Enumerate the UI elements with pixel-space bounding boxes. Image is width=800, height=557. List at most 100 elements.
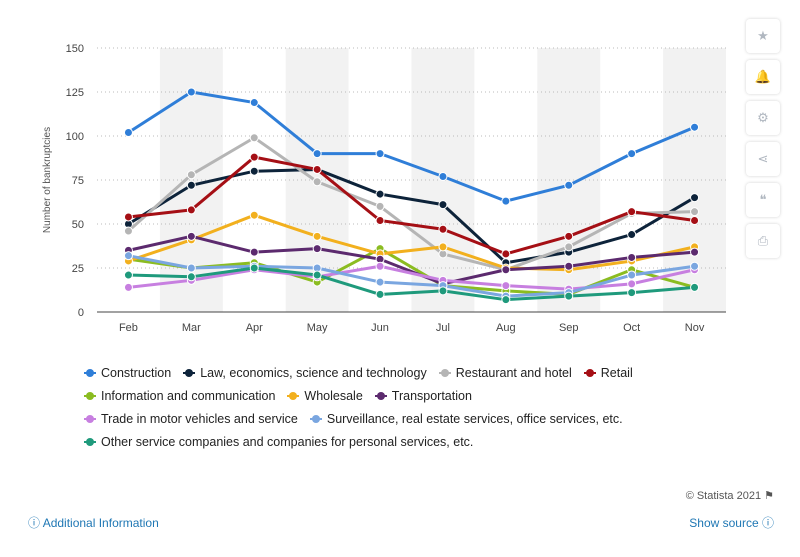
x-tick-label: Apr xyxy=(246,322,263,334)
data-point xyxy=(627,252,637,262)
legend-item[interactable]: Information and communication xyxy=(84,389,275,403)
legend-item[interactable]: Retail xyxy=(583,366,633,380)
data-point xyxy=(564,231,574,241)
show-source-label: Show source xyxy=(689,516,759,530)
legend-label: Restaurant and hotel xyxy=(455,365,572,380)
bell-icon[interactable]: 🔔 xyxy=(746,60,780,94)
flag-icon: ⚑ xyxy=(764,490,774,502)
x-tick-label: Aug xyxy=(496,322,516,334)
share-icon[interactable]: ⋖ xyxy=(746,142,780,176)
data-point xyxy=(627,230,637,240)
series-line xyxy=(128,254,695,298)
statista-credit: © Statista 2021 ⚑ xyxy=(686,489,774,502)
star-icon[interactable]: ★ xyxy=(746,19,780,53)
data-point xyxy=(690,261,700,271)
data-point xyxy=(501,196,511,206)
series-line xyxy=(128,234,695,286)
data-point xyxy=(123,282,133,292)
quote-icon[interactable]: ❝ xyxy=(746,183,780,217)
legend-label: Transportation xyxy=(391,388,472,403)
data-point xyxy=(249,210,259,220)
data-point xyxy=(690,193,700,203)
data-point xyxy=(375,189,385,199)
data-point xyxy=(564,180,574,190)
legend-symbol xyxy=(438,367,451,379)
legend-item[interactable]: Wholesale xyxy=(287,388,363,403)
data-point xyxy=(438,200,448,210)
legend-symbol xyxy=(84,436,96,448)
info-icon: ⓘ xyxy=(28,516,41,530)
series-line xyxy=(128,266,695,302)
data-point xyxy=(627,288,637,298)
series-line xyxy=(128,155,695,256)
data-point xyxy=(690,122,700,132)
legend-item[interactable]: Construction xyxy=(84,366,171,380)
data-point xyxy=(312,231,322,241)
data-point xyxy=(627,207,637,217)
data-point xyxy=(123,251,133,261)
data-point xyxy=(186,272,196,282)
legend-symbol xyxy=(583,367,596,379)
y-tick-label: 0 xyxy=(78,307,84,319)
additional-information-link[interactable]: ⓘ Additional Information xyxy=(28,514,159,531)
series-line xyxy=(127,90,696,203)
legend-item[interactable]: Trade in motor vehicles and service xyxy=(84,412,298,426)
x-tick-label: Jun xyxy=(371,322,389,334)
data-point xyxy=(249,133,259,143)
data-point xyxy=(627,149,637,159)
data-point xyxy=(249,98,259,108)
y-axis-label: Number of bankruptcies xyxy=(42,127,53,233)
credit-text: © Statista 2021 xyxy=(685,490,762,502)
data-point xyxy=(312,164,322,174)
data-point xyxy=(627,279,637,289)
legend-item[interactable]: Other service companies and companies fo… xyxy=(84,435,473,449)
additional-information-label: Additional Information xyxy=(42,516,159,530)
legend-symbol xyxy=(374,390,387,402)
data-point xyxy=(249,152,259,162)
y-tick-label: 100 xyxy=(66,131,84,143)
data-point xyxy=(249,263,259,273)
data-point xyxy=(375,201,385,211)
data-point xyxy=(186,205,196,215)
data-point xyxy=(186,263,196,273)
legend-label: Wholesale xyxy=(304,388,363,403)
data-point xyxy=(690,282,700,292)
y-tick-label: 125 xyxy=(66,87,84,99)
data-point xyxy=(501,295,511,305)
legend-item[interactable]: Transportation xyxy=(374,388,472,403)
x-tick-label: May xyxy=(307,322,328,334)
show-source-link[interactable]: Show source ⓘ xyxy=(689,514,774,531)
print-icon[interactable]: ⎙ xyxy=(746,224,780,258)
data-point xyxy=(186,180,196,190)
y-tick-label: 50 xyxy=(72,219,84,231)
data-point xyxy=(438,224,448,234)
data-point xyxy=(312,270,322,280)
chart-legend: Construction Law, economics, science and … xyxy=(84,361,724,453)
series-line xyxy=(128,264,695,291)
legend-item[interactable]: Restaurant and hotel xyxy=(438,365,572,380)
gear-icon[interactable]: ⚙ xyxy=(746,101,780,135)
data-point xyxy=(690,247,700,257)
x-tick-label: Nov xyxy=(685,322,705,334)
data-point xyxy=(501,265,511,275)
data-point xyxy=(501,249,511,259)
data-point xyxy=(375,277,385,287)
data-point xyxy=(123,212,133,222)
data-point xyxy=(375,149,385,159)
data-point xyxy=(312,149,322,159)
x-tick-label: Feb xyxy=(119,322,138,334)
data-point xyxy=(690,207,700,217)
legend-label: Trade in motor vehicles and service xyxy=(101,411,298,426)
y-tick-label: 150 xyxy=(66,43,84,55)
series-line xyxy=(127,167,696,265)
data-point xyxy=(123,226,133,236)
legend-item[interactable]: Surveillance, real estate services, offi… xyxy=(309,412,623,426)
data-point xyxy=(438,286,448,296)
legend-label: Other service companies and companies fo… xyxy=(101,434,474,449)
data-point xyxy=(312,244,322,254)
data-point xyxy=(186,170,196,180)
data-point xyxy=(690,215,700,225)
data-point xyxy=(312,177,322,187)
legend-item[interactable]: Law, economics, science and technology xyxy=(183,366,427,380)
